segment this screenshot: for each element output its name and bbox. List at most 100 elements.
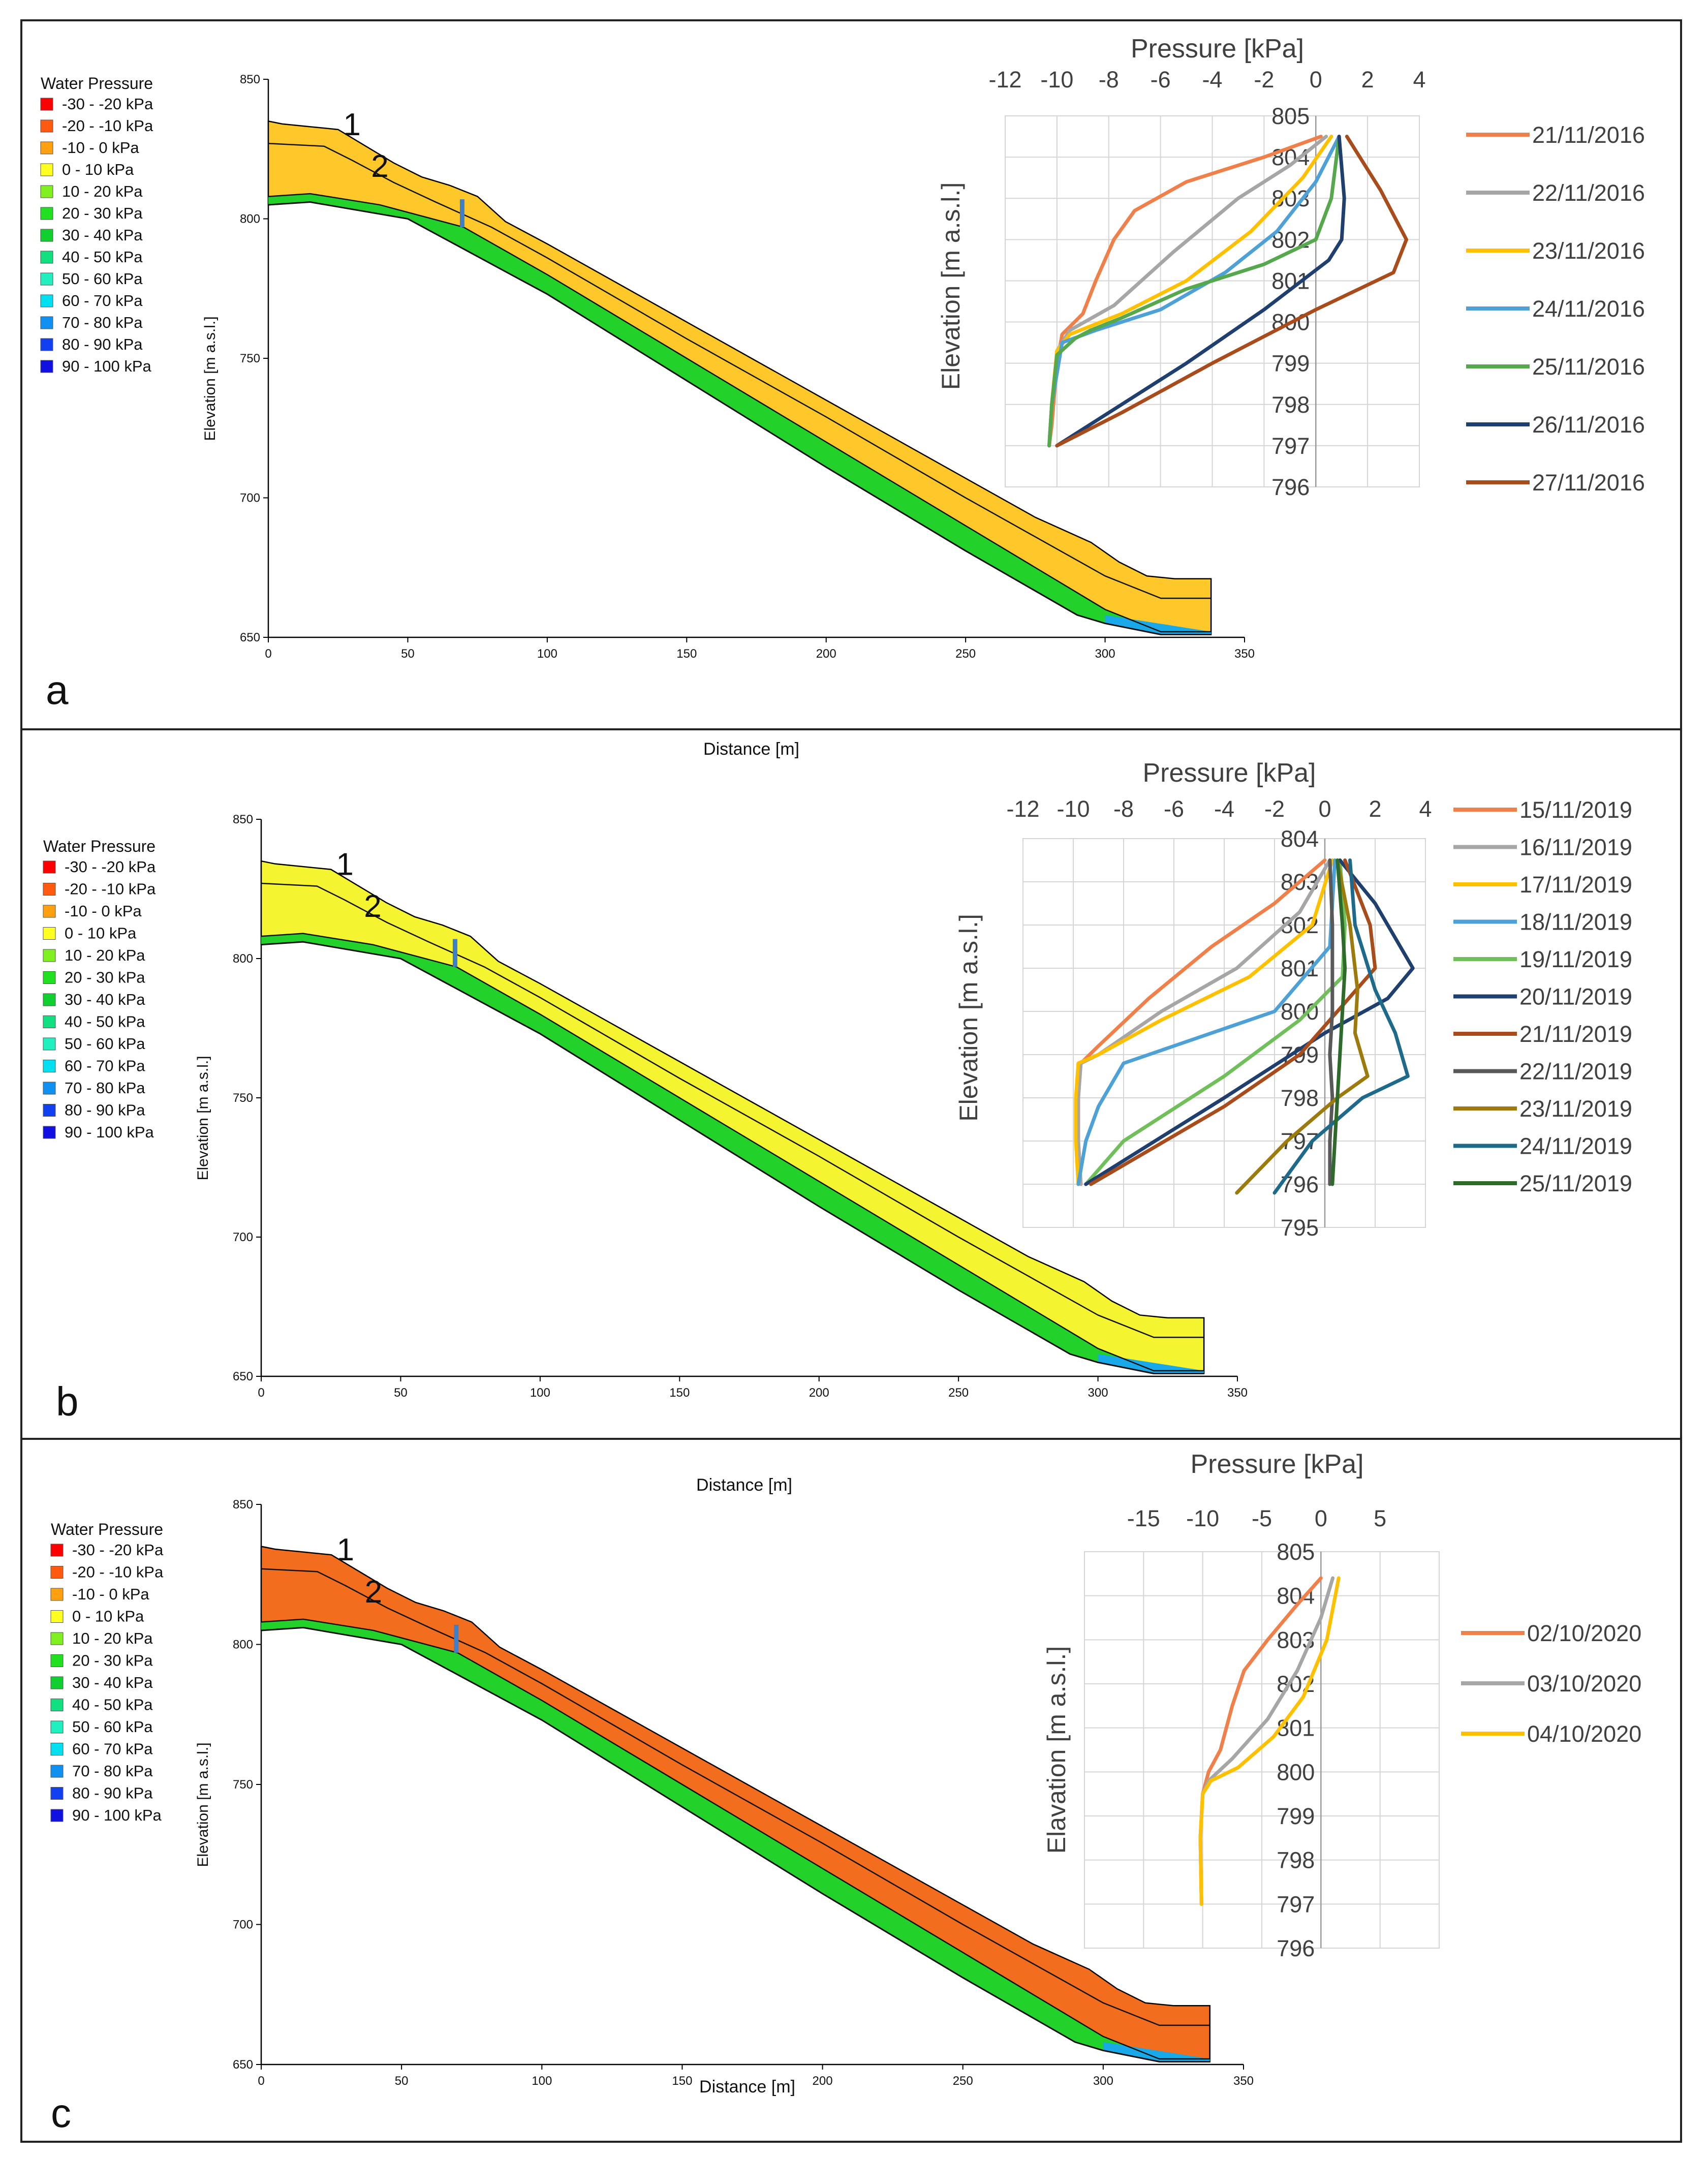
inset-x-tick-label: -2 (1254, 67, 1274, 93)
legend-swatch (40, 360, 53, 373)
section-x-tick-label: 100 (530, 1386, 550, 1400)
legend-entry-label: 0 - 10 kPa (72, 1608, 144, 1625)
section-x-tick-label: 150 (669, 1386, 690, 1400)
section-x-tick-label: 100 (532, 2074, 552, 2088)
legend-swatch (50, 1699, 64, 1711)
section-y-tick-label: 800 (233, 952, 253, 966)
section-x-tick-label: 300 (1095, 647, 1115, 661)
layer-label-1: 1 (336, 847, 353, 882)
legend-entry-label: 20 - 30 kPa (62, 204, 143, 222)
legend-series-label: 26/11/2016 (1532, 412, 1645, 438)
legend-entry-label: -30 - -20 kPa (62, 95, 153, 113)
inset-y-tick-label: 796 (1277, 1935, 1315, 1961)
section-y-tick-label: 800 (240, 212, 260, 226)
inset-x-tick-label: 5 (1374, 1505, 1386, 1531)
legend-entry-label: 30 - 40 kPa (65, 991, 145, 1008)
legend-swatch (40, 229, 53, 242)
legend-entry-label: 10 - 20 kPa (72, 1629, 153, 1647)
legend-swatch (43, 1060, 56, 1072)
legend-series-label: 18/11/2019 (1519, 909, 1632, 935)
legend-entry-label: 0 - 10 kPa (65, 925, 137, 942)
legend-entry-label: 10 - 20 kPa (62, 182, 143, 200)
layer-label-1: 1 (343, 107, 360, 142)
legend-swatch (43, 1015, 56, 1028)
legend-entry-label: 70 - 80 kPa (65, 1079, 145, 1097)
legend-series-label: 17/11/2019 (1519, 872, 1632, 898)
inset-y-tick-label: 805 (1271, 103, 1310, 129)
inset-x-tick-label: 4 (1413, 67, 1425, 93)
section-x-tick-label: 250 (953, 2074, 973, 2088)
inset-x-tick-label: -8 (1113, 796, 1134, 822)
legend-swatch (43, 883, 56, 896)
legend-swatch (50, 1720, 64, 1734)
section-y-tick-label: 700 (240, 491, 260, 505)
legend-series-label: 19/11/2019 (1519, 946, 1632, 972)
legend-series-label: 03/10/2020 (1527, 1671, 1641, 1697)
legend-swatch (40, 185, 53, 198)
legend-entry-label: -30 - -20 kPa (65, 858, 156, 876)
inset-x-tick-label: -2 (1264, 796, 1285, 822)
legend-series-label: 16/11/2019 (1519, 835, 1632, 860)
inset-x-tick-label: 0 (1315, 1505, 1327, 1531)
section-y-tick-label: 650 (233, 2058, 253, 2072)
inset-y-tick-label: 800 (1277, 1759, 1315, 1785)
inset-x-tick-label: -10 (1186, 1505, 1219, 1531)
legend-entry-label: 30 - 40 kPa (62, 226, 143, 244)
legend-series-label: 23/11/2016 (1532, 238, 1645, 264)
legend-series-label: 22/11/2019 (1519, 1059, 1632, 1085)
section-y-tick-label: 700 (233, 1918, 253, 1932)
legend-swatch (43, 905, 56, 918)
series-line (1047, 135, 1341, 448)
legend-entry-label: -10 - 0 kPa (65, 902, 142, 920)
inset-x-tick-label: 0 (1310, 67, 1322, 93)
legend-swatch (43, 993, 56, 1006)
panel-label: a (46, 667, 69, 713)
section-x-tick-label: 350 (1233, 2074, 1254, 2088)
legend-series-label: 02/10/2020 (1527, 1620, 1641, 1646)
section-x-label: Distance [m] (699, 2077, 795, 2097)
inset-x-tick-label: -5 (1252, 1505, 1272, 1531)
inset-x-tick-label: 2 (1361, 67, 1374, 93)
panel-b: 0 50 100 150 200 250 300 350 650 700 750 800 850 Dist… (20, 728, 1682, 1495)
legend-entry-label: 20 - 30 kPa (72, 1652, 153, 1670)
bedrock-line (268, 201, 1212, 636)
legend-entry-label: 50 - 60 kPa (62, 270, 143, 288)
legend-entry-label: -20 - -10 kPa (62, 117, 153, 135)
legend-swatch (43, 1082, 56, 1095)
inset-y-tick-label: 799 (1271, 351, 1310, 377)
section-x-tick-label: 200 (813, 2074, 833, 2088)
legend-swatch (50, 1654, 64, 1667)
legend-swatch (50, 1787, 64, 1800)
legend-swatch (50, 1765, 64, 1778)
legend-entry-label: 90 - 100 kPa (72, 1806, 162, 1824)
layer2-base-line (261, 1618, 1210, 2060)
legend-swatch (50, 1588, 64, 1601)
legend-swatch (40, 163, 53, 176)
legend-entry-label: 60 - 70 kPa (65, 1057, 145, 1075)
section-x-tick-label: 0 (265, 647, 271, 661)
inset-title: Pressure [kPa] (1142, 758, 1316, 788)
section-x-tick-label: 50 (401, 647, 415, 661)
inset-x-tick-label: -6 (1151, 67, 1171, 93)
legend-entry-label: 60 - 70 kPa (72, 1740, 153, 1758)
layer-boundary-line (261, 882, 1204, 1338)
legend-entry-label: 40 - 50 kPa (65, 1013, 145, 1031)
legend-series-label: 25/11/2019 (1519, 1170, 1632, 1196)
legend-swatch (50, 1566, 64, 1579)
legend-series-label: 24/11/2019 (1519, 1133, 1632, 1159)
inset-x-tick-label: -4 (1202, 67, 1222, 93)
inset-y-tick-label: 798 (1281, 1085, 1319, 1111)
section-x-label: Distance [m] (703, 739, 799, 759)
panel-label: b (56, 1379, 79, 1424)
legend-title: Water Pressure (41, 74, 153, 93)
legend-swatch (50, 1610, 64, 1623)
section-y-label: Elevation [m a.s.l.] (202, 316, 219, 441)
panel-frame (20, 1438, 1682, 2143)
section-x-tick-label: 0 (258, 1386, 264, 1400)
layer2-base-line (261, 933, 1204, 1372)
section-x-tick-label: 200 (809, 1386, 829, 1400)
bedrock-line (261, 941, 1204, 1375)
series-line (1076, 858, 1337, 1186)
series-line (1328, 858, 1334, 1186)
legend-title: Water Pressure (51, 1520, 163, 1538)
